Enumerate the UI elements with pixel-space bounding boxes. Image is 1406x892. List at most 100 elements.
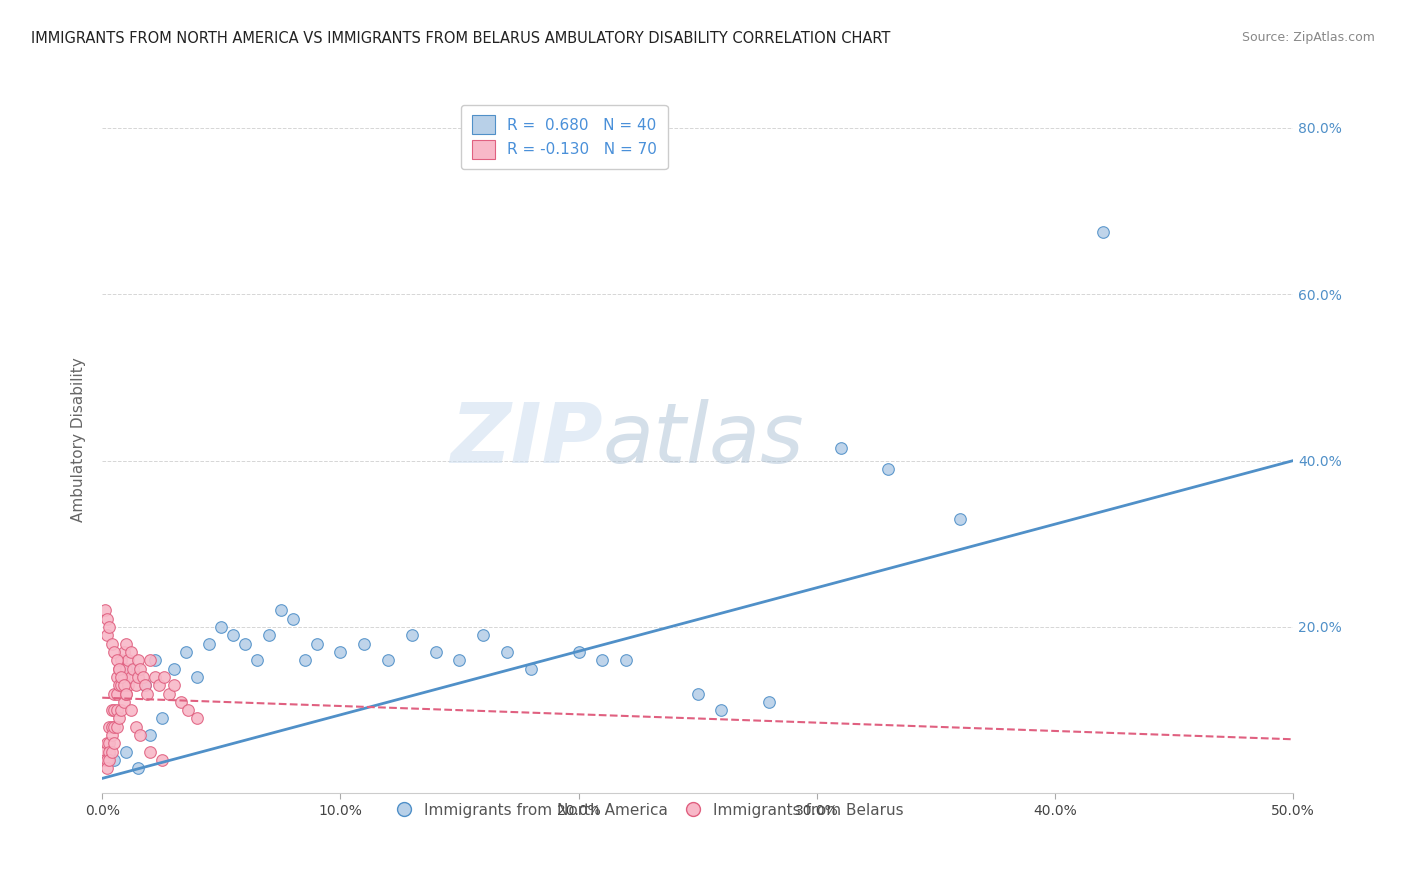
Y-axis label: Ambulatory Disability: Ambulatory Disability — [72, 358, 86, 522]
Point — [98, 736, 121, 750]
Point — [157, 687, 180, 701]
Point — [108, 678, 131, 692]
Point — [294, 653, 316, 667]
Point — [329, 645, 352, 659]
Point — [100, 745, 122, 759]
Point — [472, 628, 495, 642]
Point — [567, 645, 589, 659]
Point — [100, 637, 122, 651]
Point — [143, 670, 166, 684]
Text: Source: ZipAtlas.com: Source: ZipAtlas.com — [1241, 31, 1375, 45]
Point — [449, 653, 471, 667]
Text: atlas: atlas — [602, 400, 804, 481]
Point — [112, 678, 135, 692]
Point — [98, 720, 121, 734]
Point — [124, 720, 146, 734]
Point — [115, 662, 138, 676]
Text: ZIP: ZIP — [450, 400, 602, 481]
Point — [117, 678, 139, 692]
Point — [103, 753, 125, 767]
Point — [591, 653, 613, 667]
Point — [377, 653, 399, 667]
Point — [170, 695, 193, 709]
Point — [96, 612, 118, 626]
Point — [100, 720, 122, 734]
Point — [124, 678, 146, 692]
Point — [105, 653, 128, 667]
Point — [122, 662, 145, 676]
Point — [127, 761, 149, 775]
Point — [93, 753, 115, 767]
Point — [150, 753, 173, 767]
Point — [686, 687, 709, 701]
Point — [115, 687, 138, 701]
Point — [112, 695, 135, 709]
Point — [758, 695, 780, 709]
Point — [100, 728, 122, 742]
Point — [353, 637, 375, 651]
Point — [131, 670, 153, 684]
Point — [209, 620, 232, 634]
Point — [108, 662, 131, 676]
Point — [108, 711, 131, 725]
Point — [496, 645, 519, 659]
Point — [177, 703, 200, 717]
Legend: Immigrants from North America, Immigrants from Belarus: Immigrants from North America, Immigrant… — [389, 797, 910, 824]
Point — [186, 711, 208, 725]
Point — [112, 645, 135, 659]
Point — [233, 637, 256, 651]
Point — [425, 645, 447, 659]
Point — [174, 645, 197, 659]
Point — [110, 678, 132, 692]
Point — [305, 637, 328, 651]
Point — [105, 720, 128, 734]
Point — [105, 703, 128, 717]
Point — [98, 753, 121, 767]
Point — [96, 628, 118, 642]
Point — [93, 603, 115, 617]
Point — [115, 745, 138, 759]
Point — [281, 612, 304, 626]
Point — [710, 703, 733, 717]
Point — [270, 603, 292, 617]
Point — [115, 637, 138, 651]
Point — [139, 745, 162, 759]
Point — [110, 670, 132, 684]
Point — [163, 662, 186, 676]
Point — [96, 736, 118, 750]
Point — [96, 753, 118, 767]
Point — [150, 711, 173, 725]
Point — [112, 670, 135, 684]
Point — [100, 703, 122, 717]
Point — [136, 687, 159, 701]
Point — [110, 703, 132, 717]
Point — [96, 761, 118, 775]
Point — [186, 670, 208, 684]
Point — [115, 687, 138, 701]
Point — [830, 441, 852, 455]
Point — [98, 745, 121, 759]
Point — [127, 670, 149, 684]
Point — [520, 662, 543, 676]
Point — [949, 512, 972, 526]
Point — [877, 462, 900, 476]
Point — [108, 662, 131, 676]
Point — [139, 728, 162, 742]
Point — [163, 678, 186, 692]
Point — [120, 662, 142, 676]
Point — [134, 678, 156, 692]
Point — [129, 728, 152, 742]
Point — [401, 628, 423, 642]
Point — [105, 670, 128, 684]
Point — [98, 620, 121, 634]
Point — [103, 645, 125, 659]
Point — [139, 653, 162, 667]
Point — [120, 703, 142, 717]
Point — [105, 687, 128, 701]
Point — [103, 687, 125, 701]
Point — [134, 678, 156, 692]
Point — [257, 628, 280, 642]
Point — [117, 653, 139, 667]
Point — [1091, 225, 1114, 239]
Point — [120, 670, 142, 684]
